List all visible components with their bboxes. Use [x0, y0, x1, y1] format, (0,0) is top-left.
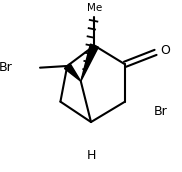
Text: O: O: [161, 44, 171, 57]
Text: Me: Me: [87, 3, 102, 13]
Polygon shape: [81, 44, 98, 81]
Polygon shape: [64, 63, 81, 81]
Text: Br: Br: [0, 61, 13, 74]
Text: Br: Br: [154, 105, 168, 118]
Text: H: H: [86, 149, 96, 162]
